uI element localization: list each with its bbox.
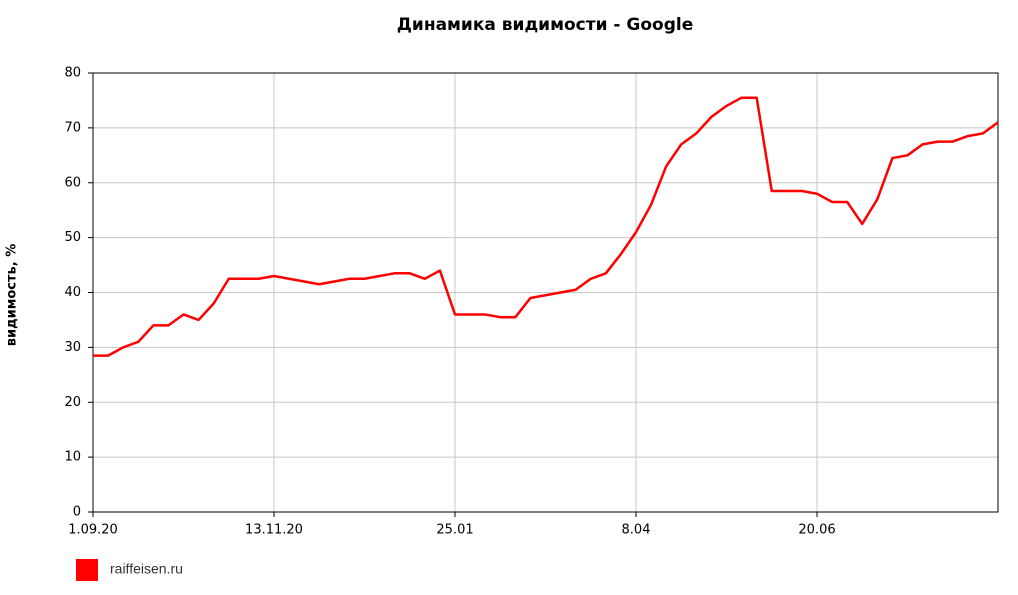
y-tick-label: 60 xyxy=(64,175,81,190)
chart-title: Динамика видимости - Google xyxy=(397,15,693,35)
x-tick-label: 1.09.20 xyxy=(68,523,118,538)
y-axis-label: видимость, % xyxy=(5,244,20,346)
y-tick-label: 10 xyxy=(64,450,81,465)
y-tick-label: 50 xyxy=(64,230,81,245)
data-line xyxy=(93,96,999,357)
y-tick-label: 80 xyxy=(64,66,81,81)
y-tick-label: 30 xyxy=(64,340,81,355)
x-tick-label: 20.06 xyxy=(798,523,835,538)
y-tick-label: 20 xyxy=(64,395,81,410)
x-tick-label: 13.11.20 xyxy=(245,523,303,538)
y-tick-label: 0 xyxy=(73,505,81,520)
x-tick-label: 8.04 xyxy=(622,523,651,538)
legend-label: raiffeisen.ru xyxy=(110,561,183,577)
y-tick-label: 70 xyxy=(64,120,81,135)
y-tick-label: 40 xyxy=(64,285,81,300)
legend-swatch xyxy=(76,559,98,581)
plot-frame xyxy=(92,72,999,513)
x-tick-label: 25.01 xyxy=(436,523,473,538)
